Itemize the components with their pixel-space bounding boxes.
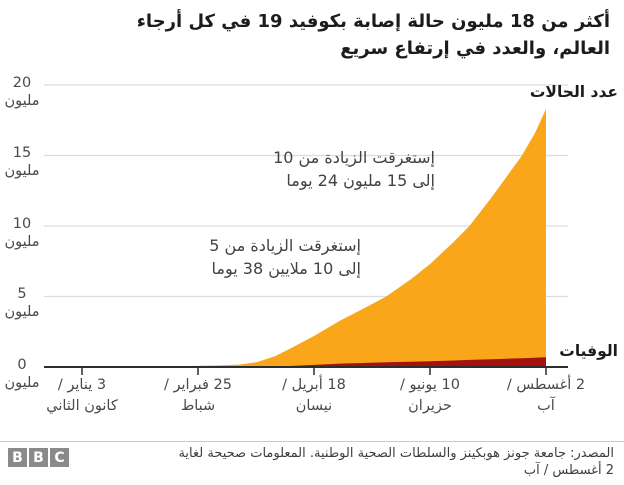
bbc-logo-block: B (29, 448, 48, 467)
x-axis-tick-apr18: 18 أبريل / نيسان (252, 375, 376, 417)
bbc-logo-block: B (8, 448, 27, 467)
x-tick-line1: 10 يونيو / (400, 377, 460, 393)
y-tick-value: 5 (17, 286, 27, 302)
y-tick-value: 15 (12, 145, 32, 161)
x-axis-tick-aug2: 2 أغسطس / آب (484, 375, 608, 417)
x-tick-line2: آب (537, 398, 555, 414)
series-label-deaths: الوفيات (559, 342, 618, 360)
x-axis-tick-jun10: 10 يونيو / حزيران (368, 375, 492, 417)
y-axis-tick-5m: 5 مليون (0, 285, 44, 321)
y-axis-tick-0m: 0 مليون (0, 356, 44, 392)
x-tick-line2: نيسان (295, 398, 333, 414)
source-credit: المصدر: جامعة جونز هوبكينز والسلطات الصح… (178, 446, 614, 478)
chart-title: أكثر من 18 مليون حالة إصابة بكوفيد 19 في… (136, 11, 610, 59)
y-tick-unit: مليون (4, 375, 40, 391)
x-axis-tick-jan3: 3 يناير / كانون الثاني (20, 375, 144, 417)
series-label-cases: عدد الحالات (529, 83, 618, 101)
x-tick-line2: حزيران (408, 398, 452, 414)
y-tick-value: 10 (12, 216, 32, 232)
bbc-logo-block: C (50, 448, 69, 467)
x-tick-line2: شباط (180, 398, 216, 414)
x-axis-tick-feb25: 25 فبراير / شباط (136, 375, 260, 417)
x-tick-line1: 3 يناير / (57, 377, 107, 393)
y-tick-unit: مليون (4, 234, 40, 250)
annotation-5-to-10-million: إستغرقت الزيادة من 5 إلى 10 ملايين 38 يو… (209, 236, 361, 278)
y-axis-tick-15m: 15 مليون (0, 144, 44, 180)
x-tick-line1: 18 أبريل / (282, 377, 346, 393)
y-tick-value: 20 (12, 75, 32, 91)
bbc-logo: B B C (8, 448, 69, 467)
y-tick-unit: مليون (4, 304, 40, 320)
y-axis-tick-20m: 20 مليون (0, 74, 44, 110)
y-axis-tick-10m: 10 مليون (0, 215, 44, 251)
footer-divider (0, 441, 624, 442)
y-tick-value: 0 (17, 357, 27, 373)
annotation-10-to-15-million: إستغرقت الزيادة من 10 إلى 15 مليون 24 يو… (273, 148, 435, 190)
x-tick-line1: 25 فبراير / (164, 377, 232, 393)
y-tick-unit: مليون (4, 163, 40, 179)
x-tick-line1: 2 أغسطس / (506, 377, 586, 393)
y-tick-unit: مليون (4, 93, 40, 109)
x-tick-line2: كانون الثاني (46, 398, 118, 414)
